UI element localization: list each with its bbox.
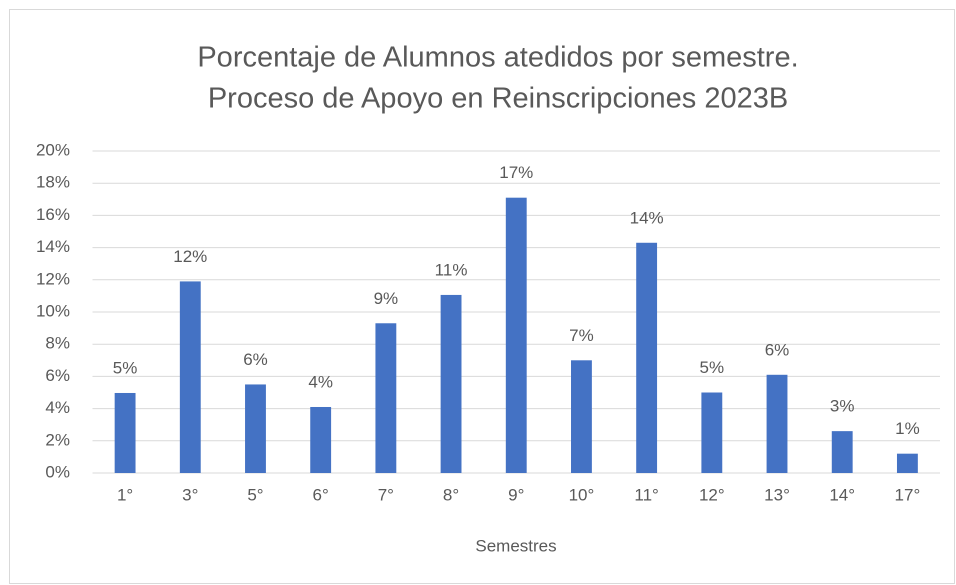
bar <box>245 384 266 473</box>
y-tick-label: 14% <box>36 237 70 256</box>
bar <box>701 392 723 473</box>
bar <box>375 323 397 473</box>
data-label: 17% <box>499 163 533 182</box>
data-label: 12% <box>173 247 207 266</box>
x-tick-label: 8° <box>443 485 459 504</box>
bar <box>440 294 462 473</box>
bar <box>571 360 592 473</box>
x-tick-label: 1° <box>117 485 133 504</box>
data-label: 3% <box>830 397 855 416</box>
data-label: 11% <box>435 260 468 279</box>
bar <box>831 431 853 473</box>
chart-title: Proceso de Apoyo en Reinscripciones 2023… <box>208 83 788 115</box>
data-label: 5% <box>113 358 138 377</box>
data-label: 7% <box>569 326 594 345</box>
bar <box>896 453 918 473</box>
x-tick-label: 12° <box>699 485 725 504</box>
x-tick-label: 13° <box>764 485 790 504</box>
x-tick-label: 7° <box>378 485 394 504</box>
y-tick-label: 8% <box>45 334 70 353</box>
x-tick-label: 10° <box>569 485 595 504</box>
y-tick-label: 10% <box>36 301 70 320</box>
y-tick-label: 12% <box>36 269 70 288</box>
y-tick-label: 18% <box>36 173 70 192</box>
x-tick-label: 6° <box>313 485 329 504</box>
bar <box>636 242 658 473</box>
x-tick-label: 17° <box>895 485 921 504</box>
y-tick-label: 0% <box>45 462 70 481</box>
chart-title: Porcentaje de Alumnos atedidos por semes… <box>197 42 798 74</box>
data-label: 6% <box>765 340 790 359</box>
bar <box>179 281 201 473</box>
x-axis-label: Semestres <box>475 536 556 555</box>
y-tick-label: 20% <box>36 140 70 159</box>
data-label: 4% <box>308 372 333 391</box>
x-tick-label: 3° <box>182 485 198 504</box>
y-tick-label: 2% <box>45 430 70 449</box>
y-tick-label: 4% <box>45 398 70 417</box>
bar <box>310 406 332 473</box>
data-label: 9% <box>374 289 399 308</box>
data-label: 6% <box>243 350 268 369</box>
bar <box>114 392 136 473</box>
bar <box>766 374 788 473</box>
y-tick-label: 16% <box>36 205 70 224</box>
data-label: 1% <box>895 419 920 438</box>
data-label: 14% <box>630 208 664 227</box>
bar <box>505 197 527 473</box>
y-tick-label: 6% <box>45 366 70 385</box>
data-label: 5% <box>700 358 725 377</box>
x-tick-label: 14° <box>829 485 855 504</box>
x-tick-label: 9° <box>508 485 524 504</box>
x-tick-label: 5° <box>247 485 263 504</box>
chart-border <box>9 9 955 584</box>
x-tick-label: 11° <box>634 485 658 504</box>
